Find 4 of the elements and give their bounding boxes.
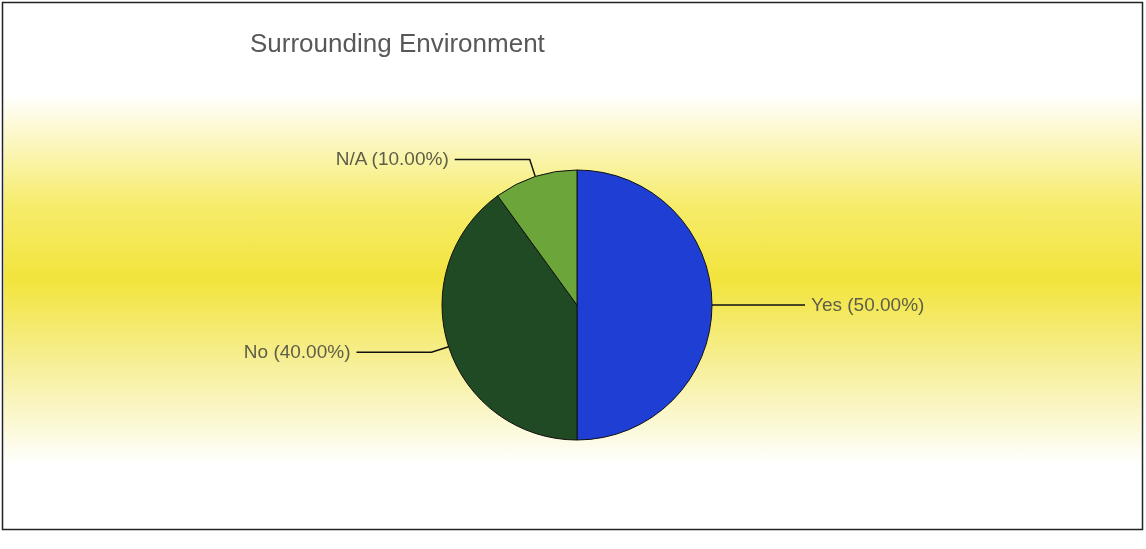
slice-label: N/A (10.00%) (335, 148, 449, 170)
slice-label: Yes (50.00%) (811, 294, 925, 315)
slice-label: No (40.00%) (243, 341, 351, 363)
chart-title: Surrounding Environment (250, 28, 546, 58)
